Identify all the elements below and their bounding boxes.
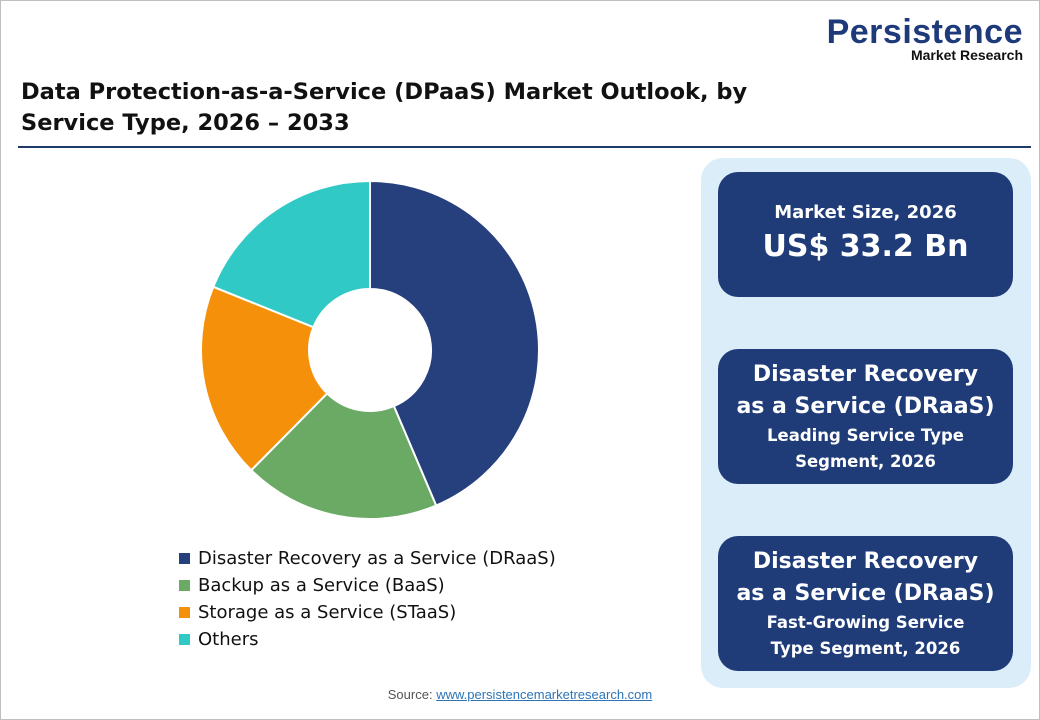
legend: Disaster Recovery as a Service (DRaaS) Ba…: [179, 545, 556, 653]
legend-item: Storage as a Service (STaaS): [179, 599, 556, 626]
market-size-card: Market Size, 2026 US$ 33.2 Bn: [718, 172, 1013, 297]
source-note: Source: www.persistencemarketresearch.co…: [1, 687, 1039, 702]
donut-slice-3: [211, 179, 371, 329]
card-label: Market Size, 2026: [774, 202, 957, 223]
source-link[interactable]: www.persistencemarketresearch.com: [436, 687, 653, 702]
legend-label: Disaster Recovery as a Service (DRaaS): [198, 548, 556, 569]
highlights-panel: Market Size, 2026 US$ 33.2 Bn Disaster R…: [701, 158, 1031, 688]
title-divider: [18, 146, 1031, 148]
legend-item: Backup as a Service (BaaS): [179, 572, 556, 599]
legend-swatch: [179, 580, 190, 591]
legend-item: Others: [179, 626, 556, 653]
legend-swatch: [179, 553, 190, 564]
legend-swatch: [179, 607, 190, 618]
chart-title: Data Protection-as-a-Service (DPaaS) Mar…: [21, 79, 748, 136]
source-label: Source:: [387, 687, 433, 702]
fast-growing-segment-card: Disaster Recovery as a Service (DRaaS) F…: [718, 536, 1013, 671]
legend-swatch: [179, 634, 190, 645]
legend-label: Storage as a Service (STaaS): [198, 602, 457, 623]
leading-segment-card: Disaster Recovery as a Service (DRaaS) L…: [718, 349, 1013, 484]
card-segment: Disaster Recovery as a Service (DRaaS): [736, 362, 995, 419]
card-label: Fast-Growing Service Type Segment, 2026: [766, 613, 965, 658]
logo-wordmark: Persistence: [826, 13, 1023, 51]
legend-item: Disaster Recovery as a Service (DRaaS): [179, 545, 556, 572]
donut-chart: [200, 179, 540, 520]
legend-label: Others: [198, 629, 259, 650]
donut-slice-0: [369, 179, 540, 507]
card-segment: Disaster Recovery as a Service (DRaaS): [736, 549, 995, 606]
legend-label: Backup as a Service (BaaS): [198, 575, 445, 596]
donut-slice-2: [200, 285, 329, 472]
logo: Persistence Market Research: [827, 15, 1023, 62]
logo-tagline: Market Research: [910, 47, 1023, 63]
card-value: US$ 33.2 Bn: [762, 229, 969, 264]
card-label: Leading Service Type Segment, 2026: [766, 426, 964, 471]
